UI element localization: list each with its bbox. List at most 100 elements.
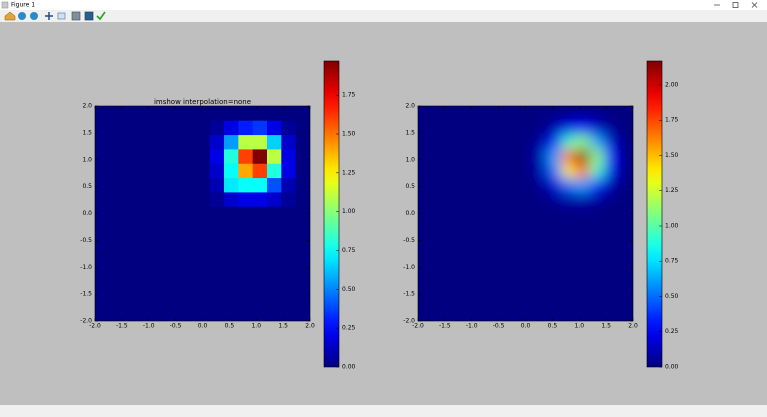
heatmap-cell	[432, 263, 448, 279]
heatmap-cell	[575, 220, 591, 236]
heatmap-cell	[281, 149, 297, 164]
heatmap-cell	[138, 192, 153, 207]
toolbar-buttons	[4, 11, 106, 21]
heatmap-cell	[418, 134, 433, 150]
heatmap-cell	[561, 249, 577, 265]
heatmap-cell	[109, 220, 125, 236]
heatmap-cell	[295, 278, 310, 293]
heatmap-cell	[561, 206, 577, 222]
heatmap-cell	[489, 120, 505, 136]
heatmap-cell	[181, 163, 196, 179]
heatmap-cell	[138, 134, 153, 150]
colorbar-tick-label: 0.00	[665, 364, 679, 371]
heatmap-cell	[432, 163, 448, 179]
heatmap-cell	[547, 278, 562, 293]
heatmap-cell	[138, 263, 153, 279]
forward-button[interactable]	[30, 12, 38, 20]
maximize-button[interactable]	[732, 2, 739, 8]
heatmap-cell	[295, 263, 310, 279]
zoom-button[interactable]	[57, 12, 66, 20]
heatmap-cell	[224, 177, 239, 193]
heatmap-cell	[618, 149, 633, 164]
heatmap-cell	[532, 134, 548, 150]
heatmap-cell	[109, 263, 125, 279]
subplots-button[interactable]	[71, 11, 81, 21]
close-button[interactable]	[751, 2, 758, 8]
y-tick-label: 0.5	[405, 183, 415, 190]
heatmap-cell	[489, 177, 505, 193]
heatmap-cell	[252, 134, 268, 150]
heatmap-cell	[532, 235, 548, 250]
heatmap-cell	[418, 220, 433, 236]
heatmap-cell	[489, 134, 505, 150]
heatmap-cell	[504, 206, 519, 222]
heatmap-cell	[209, 163, 225, 179]
heatmap-cell	[604, 278, 620, 293]
heatmap-cell	[238, 292, 254, 308]
heatmap-cell	[590, 220, 605, 236]
heatmap-cell	[590, 306, 605, 321]
heatmap-cell	[446, 206, 462, 222]
heatmap-cell	[123, 220, 139, 236]
heatmap-cell	[432, 106, 448, 121]
heatmap-cell	[123, 177, 139, 193]
x-tick-label: 1.0	[574, 323, 584, 330]
colorbar-tick-label: 0.75	[342, 247, 356, 254]
heatmap-cell	[432, 177, 448, 193]
heatmap-cell	[518, 220, 534, 236]
heatmap-cell	[109, 149, 125, 164]
heatmap-cell	[547, 149, 562, 164]
plot-title: imshow interpolation=none	[154, 98, 251, 106]
heatmap-cell	[109, 106, 125, 121]
heatmap-cell	[518, 120, 534, 136]
heatmap-cell	[618, 249, 633, 265]
x-tick-label: 0.0	[198, 323, 208, 330]
heatmap-cell	[475, 120, 491, 136]
heatmap-cell	[532, 306, 548, 321]
y-tick-label: 2.0	[405, 103, 415, 110]
heatmap-cell	[461, 149, 476, 164]
heatmap-cell	[138, 249, 153, 265]
heatmap-cell	[590, 177, 605, 193]
heatmap-cell	[561, 192, 577, 207]
edit-button[interactable]	[96, 11, 106, 21]
heatmap-cell	[209, 263, 225, 279]
heatmap-cell	[590, 163, 605, 179]
heatmap-cell	[109, 192, 125, 207]
heatmap-cell	[209, 134, 225, 150]
heatmap-cell	[195, 292, 211, 308]
colorbar-tick-label: 0.25	[342, 325, 356, 332]
heatmap-cell	[432, 278, 448, 293]
heatmap-cell	[224, 149, 239, 164]
heatmap-cell	[446, 192, 462, 207]
heatmap-cell	[547, 206, 562, 222]
heatmap-cell	[547, 177, 562, 193]
heatmap-cell	[518, 306, 534, 321]
back-button[interactable]	[18, 12, 26, 20]
pan-button[interactable]	[45, 12, 53, 20]
heatmap-cell	[461, 206, 476, 222]
heatmap-cell	[95, 192, 110, 207]
heatmap-cell	[238, 163, 254, 179]
heatmap-cell	[489, 192, 505, 207]
status-bar	[0, 405, 767, 417]
window-controls[interactable]	[714, 2, 758, 8]
heatmap-cell	[561, 120, 577, 136]
heatmap-cell	[109, 206, 125, 222]
heatmap-cell	[590, 249, 605, 265]
colorbar-tick-label: 0.50	[342, 286, 356, 293]
save-button[interactable]	[84, 11, 94, 21]
heatmap-cell	[195, 249, 211, 265]
heatmap-cell	[575, 206, 591, 222]
colorbar-tick-label: 0.50	[665, 293, 679, 300]
home-button[interactable]	[4, 11, 16, 21]
heatmap-cell	[575, 120, 591, 136]
window-title: Figure 1	[11, 2, 35, 9]
heatmap-cell	[109, 249, 125, 265]
heatmap-cell	[295, 134, 310, 150]
heatmap-cell	[575, 177, 591, 193]
heatmap-cell	[461, 249, 476, 265]
heatmap-cell	[181, 263, 196, 279]
heatmap-cell	[604, 206, 620, 222]
heatmap-cell	[532, 292, 548, 308]
